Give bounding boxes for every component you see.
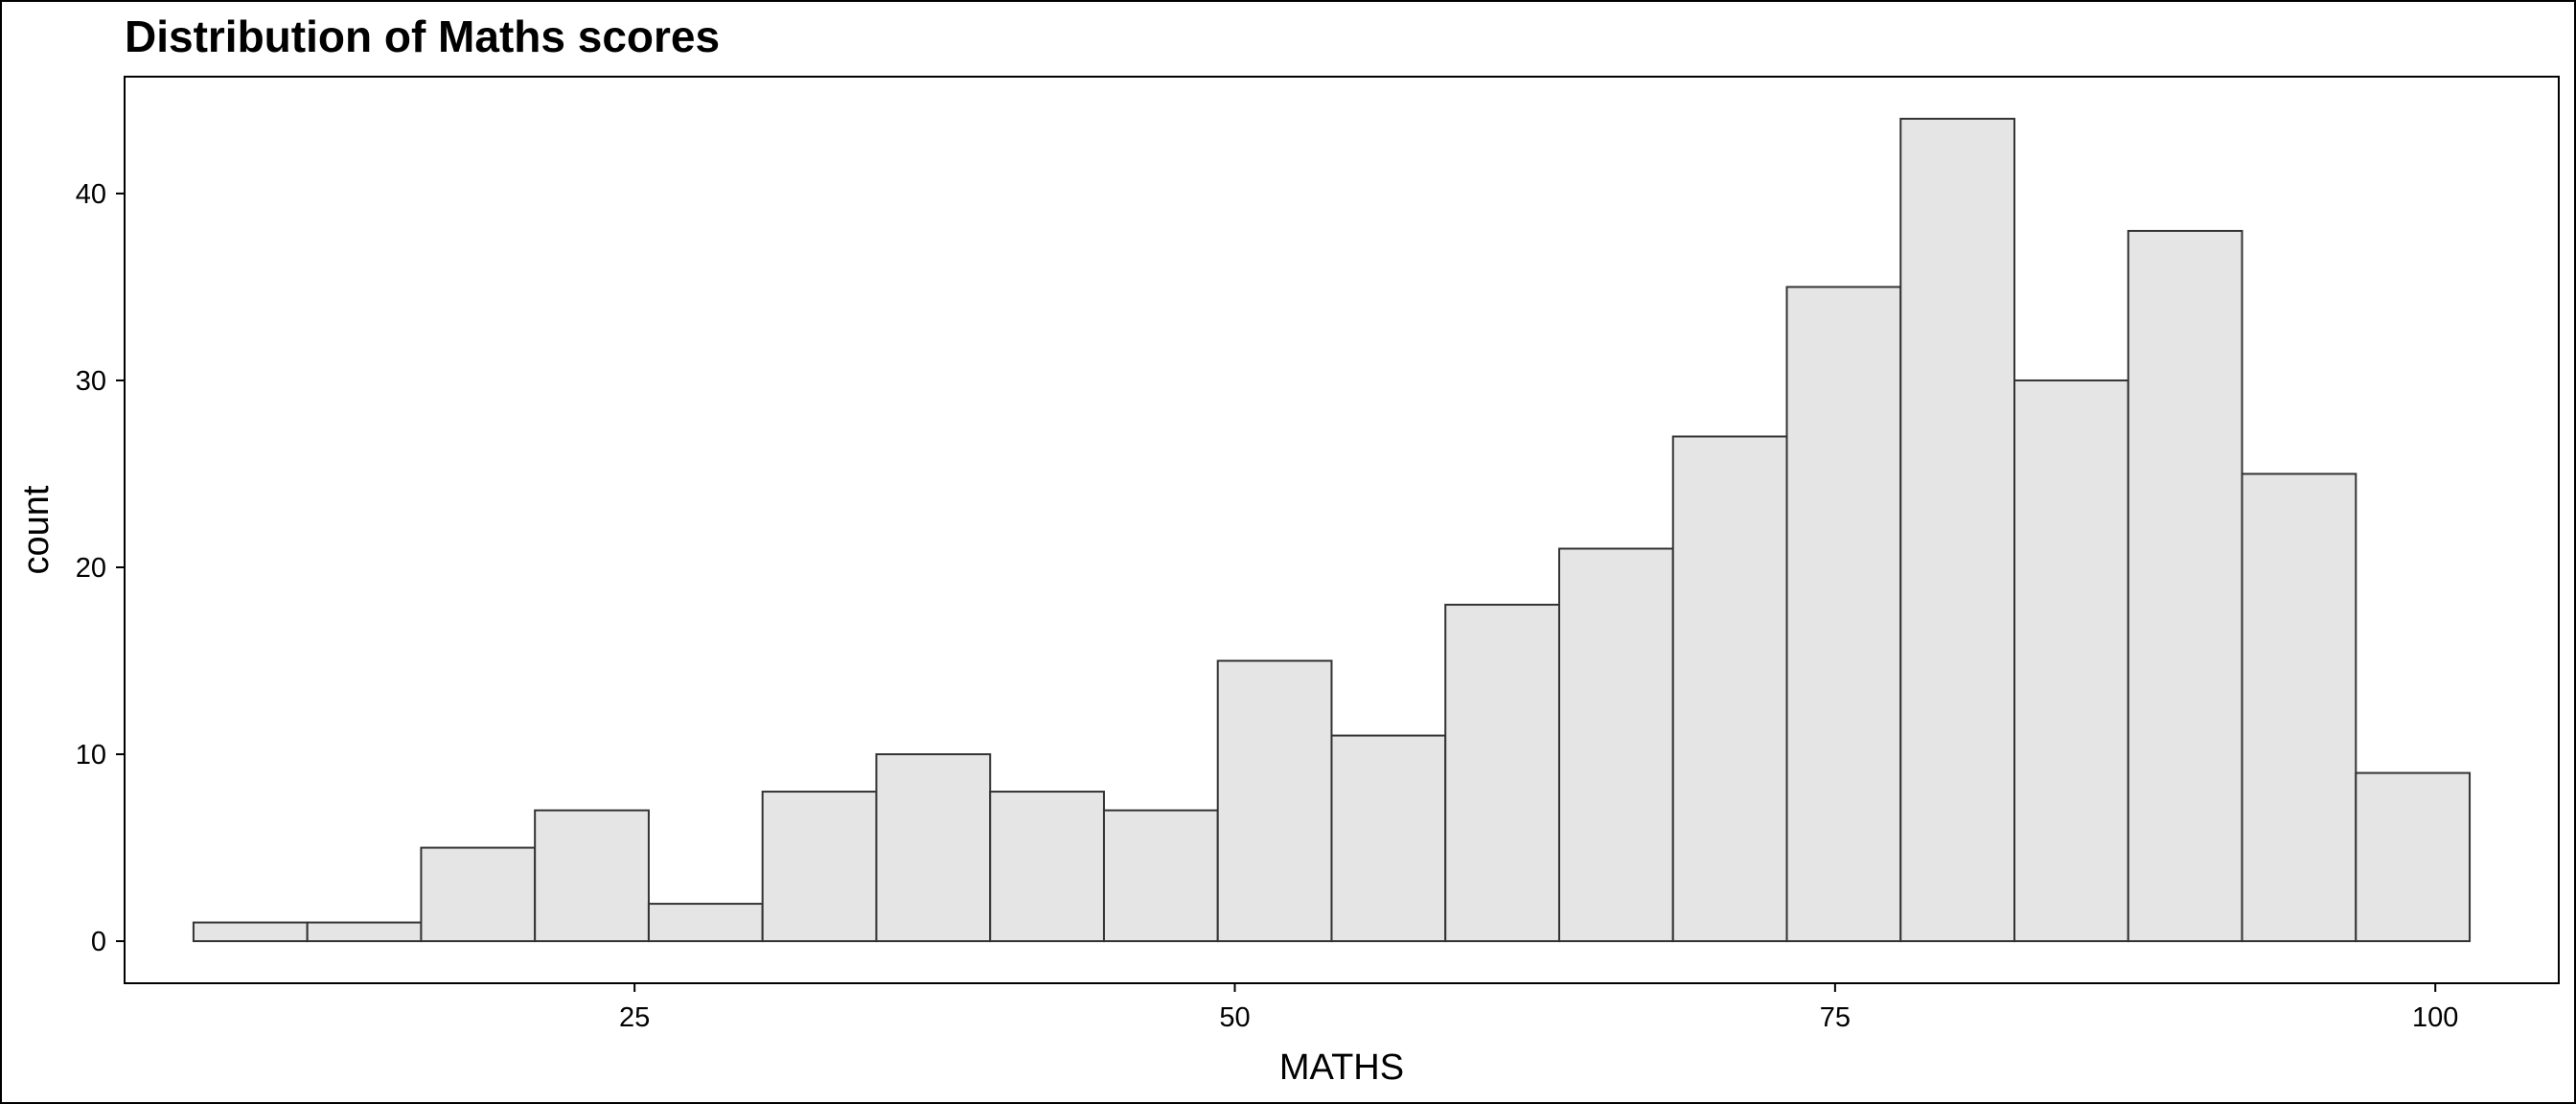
bars-group (192, 117, 2472, 943)
histogram-bar (1444, 604, 1560, 943)
x-tick-label: 75 (1820, 1002, 1851, 1033)
chart-title: Distribution of Maths scores (125, 12, 720, 61)
x-axis-title: MATHS (1279, 1047, 1404, 1088)
y-tick-label: 30 (76, 366, 106, 397)
histogram-bar (1102, 809, 1219, 943)
histogram-bar (192, 921, 309, 943)
histogram-bar (1330, 734, 1447, 943)
y-tick-label: 10 (76, 740, 106, 770)
y-tick-label: 0 (91, 927, 106, 957)
y-axis: 0 10 20 30 40 (76, 179, 126, 957)
y-tick-label: 20 (76, 553, 106, 584)
x-tick-label: 50 (1219, 1002, 1250, 1033)
histogram-bar (2355, 771, 2472, 943)
histogram-bar (1216, 659, 1333, 943)
histogram-bar (2013, 379, 2129, 943)
histogram-bar (420, 846, 537, 943)
histogram-bar (989, 791, 1105, 943)
histogram-bar (647, 903, 764, 943)
histogram-bar (534, 809, 650, 943)
y-tick-label: 40 (76, 179, 106, 210)
histogram-bar (761, 791, 878, 943)
histogram-bar (1671, 435, 1788, 943)
x-axis: 25 50 75 100 (619, 982, 2458, 1033)
histogram-bar (2241, 472, 2358, 943)
histogram-bar (1899, 117, 2016, 943)
histogram-bar (306, 921, 423, 943)
x-tick-label: 100 (2412, 1002, 2458, 1033)
y-axis-title: count (16, 485, 57, 574)
histogram-bar (1557, 547, 1674, 943)
histogram-bar (1785, 286, 1902, 943)
plot-panel (124, 76, 2560, 984)
histogram-bar (2127, 229, 2243, 943)
x-tick-label: 25 (619, 1002, 650, 1033)
histogram-bar (875, 753, 992, 943)
